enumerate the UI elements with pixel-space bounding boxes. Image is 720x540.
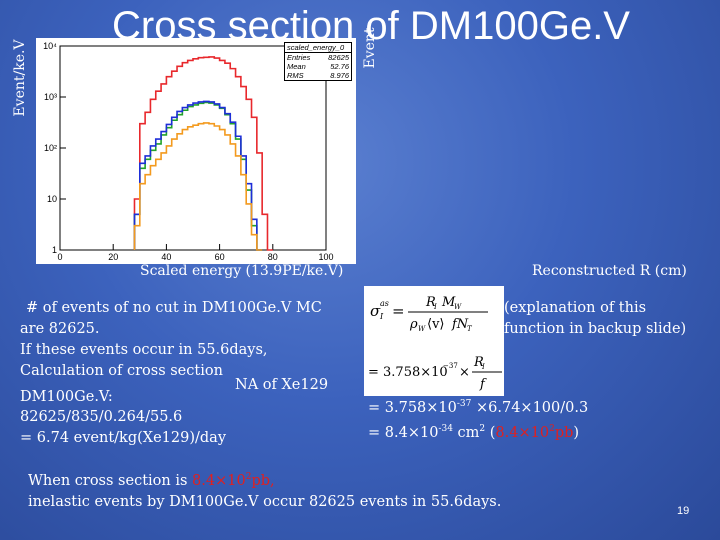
result-line-2: = 8.4×10-34 cm2 (8.4×102pb) (368, 419, 588, 444)
page-number: 19 (677, 505, 690, 517)
calc-line: # of events of no cut in DM100Ge.V MC (26, 300, 322, 316)
calc-line: are 82625. (20, 321, 100, 337)
result-highlight-exp: 2 (549, 423, 555, 434)
svg-text:R: R (425, 295, 436, 310)
y-tick-label: 10⁴ (43, 41, 57, 51)
result-exp: -37 (456, 399, 472, 409)
explanation-note: (explanation of this function in backup … (504, 300, 687, 337)
svg-text:I: I (433, 303, 437, 311)
svg-text:T: T (467, 325, 473, 333)
x-axis-label: Scaled energy (13.9PE/ke.V) (140, 263, 344, 279)
svg-text:M: M (441, 295, 456, 310)
x-tick-label: 40 (161, 252, 171, 262)
svg-text:−37: −37 (443, 362, 458, 370)
stats-row-mean: Mean 52.76 (285, 62, 351, 71)
svg-text:×: × (459, 365, 470, 380)
svg-text:W: W (418, 325, 426, 333)
svg-text:W: W (454, 303, 462, 311)
calc-line-na: NA of Xe129 (235, 377, 329, 393)
stats-box: scaled_energy_0 Entries 82625 Mean 52.76 R… (284, 42, 352, 81)
histogram-series-3 (133, 122, 263, 251)
stats-value: 52.76 (330, 62, 349, 71)
calculation-text: # of events of no cut in DM100Ge.V MC ar… (20, 298, 360, 449)
result-line-1: = 3.758×10-37 ×6.74×100/0.3 (368, 394, 588, 419)
result-exp: 2 (479, 423, 486, 434)
cross-section-formula: σ I as = R I M W ρ W ⟨v⟩ fN T = 3.758×10… (364, 286, 504, 396)
stats-label: Mean (287, 62, 306, 71)
conclusion-highlight: pb, (251, 472, 275, 489)
result-exp: -34 (438, 423, 453, 434)
svg-text:as: as (380, 299, 389, 308)
y-axis-label-event: Event (362, 27, 378, 69)
histogram-svg: 0 20 40 60 80 100 1 10 10² 10³ 10⁴ (43, 41, 333, 262)
result-text: = 3.758×10-37 ×6.74×100/0.3 = 8.4×10-34 … (368, 394, 588, 444)
svg-text:=: = (392, 302, 405, 320)
conclusion-part: When cross section is (28, 472, 193, 489)
calc-line: DM100Ge.V: (20, 389, 113, 405)
svg-text:σ: σ (370, 302, 381, 320)
conclusion-highlight: 8.4×10 (192, 472, 246, 489)
stats-row-rms: RMS 8.976 (285, 71, 351, 80)
x-tick-label: 80 (268, 252, 278, 262)
svg-text:fN: fN (451, 317, 469, 332)
stats-value: 82625 (328, 53, 349, 62)
result-part: cm (452, 424, 480, 441)
x-tick-label: 60 (215, 252, 225, 262)
histogram-series-0 (133, 56, 273, 251)
stats-row-entries: Entries 82625 (285, 53, 351, 62)
result-part: = 8.4×10 (368, 424, 439, 441)
result-part: = 3.758×10 (368, 399, 457, 416)
result-highlight: pb (554, 424, 574, 441)
x-tick-label: 100 (318, 252, 333, 262)
conclusion-highlight-exp: 2 (245, 472, 252, 482)
stats-label: Entries (287, 53, 311, 62)
r-axis-label: Reconstructed R (cm) (532, 263, 687, 279)
calc-line-group: DM100Ge.V: NA of Xe129 (20, 377, 360, 405)
stats-box-title: scaled_energy_0 (285, 43, 351, 53)
result-highlight: 8.4×10 (495, 424, 550, 441)
calc-line: Calculation of cross section (20, 363, 223, 379)
svg-text:I: I (379, 312, 384, 321)
result-part: ) (573, 424, 580, 441)
stats-value: 8.976 (330, 71, 349, 80)
result-part: ( (485, 424, 496, 441)
calc-line: = 6.74 event/kg(Xe129)/day (20, 430, 227, 446)
y-axis-label: Event/ke.V (12, 39, 28, 117)
formula-svg: σ I as = R I M W ρ W ⟨v⟩ fN T = 3.758×10… (368, 295, 502, 392)
conclusion-text: When cross section is 8.4×102pb, inelast… (28, 467, 501, 513)
y-tick-label: 1 (52, 245, 57, 255)
svg-text:⟨v⟩: ⟨v⟩ (427, 317, 445, 332)
calc-line: 82625/835/0.264/55.6 (20, 409, 183, 425)
calc-line: If these events occur in 55.6days, (20, 342, 268, 358)
histogram-series-2 (133, 100, 263, 251)
svg-text:R: R (473, 355, 484, 370)
svg-text:f: f (479, 377, 487, 392)
result-part: ×6.74×100/0.3 (471, 399, 589, 416)
y-tick-label: 10 (47, 194, 57, 204)
y-tick-label: 10³ (44, 92, 57, 102)
x-tick-label: 20 (108, 252, 118, 262)
svg-text:= 3.758×10: = 3.758×10 (368, 365, 448, 380)
y-tick-label: 10² (44, 143, 57, 153)
conclusion-line-1: When cross section is 8.4×102pb, (28, 467, 501, 492)
svg-text:ρ: ρ (409, 317, 418, 332)
svg-text:I: I (481, 363, 485, 371)
stats-label: RMS (287, 71, 304, 80)
x-tick-label: 0 (57, 252, 62, 262)
conclusion-line-2: inelastic events by DM100Ge.V occur 8262… (28, 493, 502, 510)
